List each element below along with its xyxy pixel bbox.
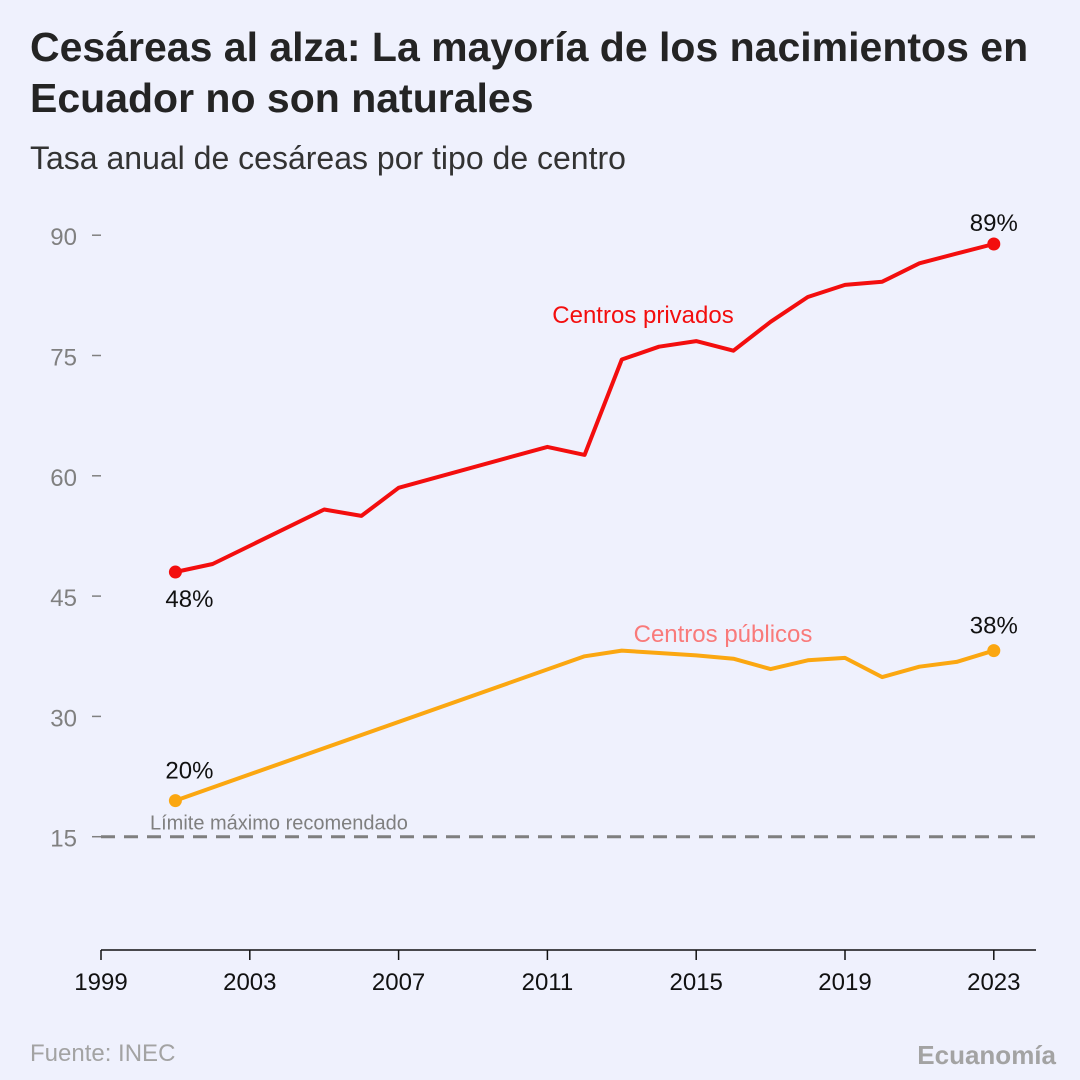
series-end-point-privados [987, 237, 1001, 251]
y-tick-label: 90 [50, 224, 77, 251]
series-line-publicos [173, 648, 996, 803]
series-start-point-privados [168, 565, 182, 579]
data-label-start-privados: 48% [165, 586, 213, 613]
y-tick-label: 30 [50, 705, 77, 732]
series-label-privados: Centros privados [552, 302, 733, 329]
x-tick-label: 2015 [670, 969, 723, 996]
series-layer: 48% 89% 20% 38% [165, 210, 1018, 808]
brand-logo-text: Ecuanomía [917, 1040, 1056, 1070]
series-line-privados [173, 242, 996, 574]
reference-line-label: Límite máximo recomendado [150, 813, 408, 835]
y-tick-label: 75 [50, 345, 77, 372]
y-axis: 15 30 45 60 75 90 [50, 224, 101, 853]
y-tick-label: 60 [50, 465, 77, 492]
y-tick-label: 15 [50, 826, 77, 853]
series-end-point-publicos [987, 644, 1001, 658]
chart-title: Cesáreas al alza: La mayoría de los naci… [30, 24, 1029, 121]
x-axis: 1999 2003 2007 2011 2015 2019 2023 [74, 949, 1036, 996]
x-tick-label: 2007 [372, 969, 425, 996]
reference-line-group: Límite máximo recomendado [101, 813, 1036, 839]
data-label-start-publicos: 20% [165, 758, 213, 785]
source-note: Fuente: INEC [30, 1040, 176, 1067]
x-tick-label: 2011 [522, 969, 574, 996]
y-tick-label: 45 [50, 585, 77, 612]
data-label-end-publicos: 38% [970, 613, 1018, 640]
chart-subtitle: Tasa anual de cesáreas por tipo de centr… [30, 140, 626, 176]
series-start-point-publicos [168, 794, 182, 808]
x-tick-label: 2003 [223, 969, 276, 996]
x-tick-label: 1999 [74, 969, 127, 996]
data-label-end-privados: 89% [970, 210, 1018, 237]
series-label-publicos: Centros públicos [634, 621, 813, 648]
x-tick-label: 2019 [818, 969, 871, 996]
x-tick-label: 2023 [967, 969, 1020, 996]
